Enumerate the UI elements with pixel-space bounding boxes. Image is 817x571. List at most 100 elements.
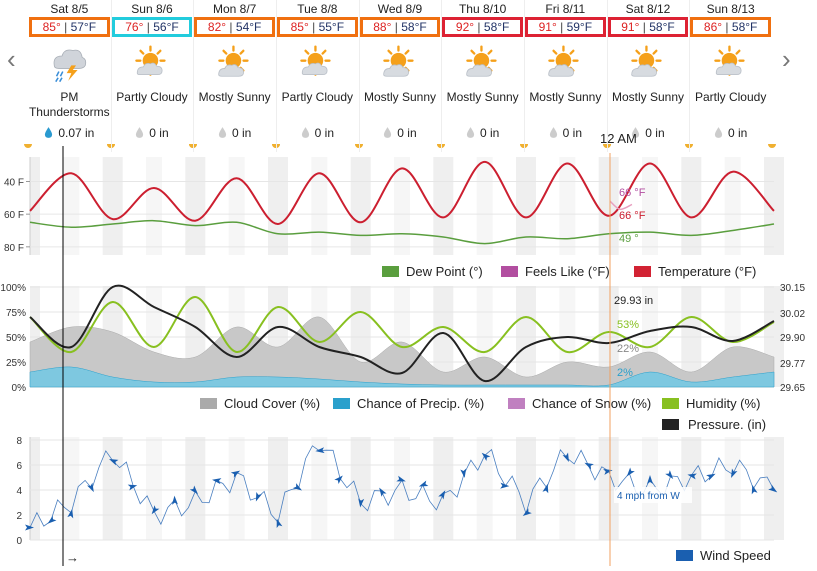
night-band — [433, 437, 454, 540]
night-band — [146, 157, 162, 255]
y-tick-label: 75% — [6, 308, 26, 319]
cursor-dew-point: 49 ° — [619, 233, 639, 245]
forecast-day-0[interactable]: Sat 8/5 85° | 57°F PM Thunderstorms 0.07 in — [24, 0, 115, 152]
partly-cloudy-icon — [713, 45, 745, 76]
rain-drop-icon — [466, 127, 475, 138]
legend-item[interactable]: Dew Point (°) — [382, 264, 483, 279]
forecast-day-5[interactable]: Thu 8/10 92° | 58°F Mostly Sunny 0 in — [437, 0, 528, 152]
wind-arrow-icon — [418, 480, 429, 487]
legend-label: Dew Point (°) — [406, 264, 483, 279]
y-tick-label: 80 F — [4, 243, 24, 254]
precip-amount: 0.07 in — [58, 126, 95, 140]
y2-tick-label: 29.77 — [780, 359, 805, 370]
night-band — [63, 437, 80, 540]
wind-arrow-icon — [396, 475, 406, 482]
wind-arrow-icon — [171, 495, 178, 505]
day-temps: 82° | 54°F — [194, 17, 275, 37]
day-low: 58°F — [401, 20, 427, 34]
day-condition: Partly Cloudy — [281, 90, 354, 104]
temp-separator: | — [642, 20, 646, 34]
night-band — [433, 286, 454, 387]
forecast-day-3[interactable]: Tue 8/8 85° | 55°F Partly Cloudy 0 in — [272, 0, 363, 152]
legend-item[interactable]: Chance of Snow (%) — [508, 396, 651, 411]
y-tick-label: 100% — [0, 283, 26, 294]
day-high: 82° — [207, 20, 227, 34]
day-high: 76° — [125, 20, 144, 34]
forecast-day-2[interactable]: Mon 8/7 82° | 54°F Mostly Sunny 0 in — [189, 0, 280, 152]
forecast-day-6[interactable]: Fri 8/11 91° | 59°F Mostly Sunny 0 in — [520, 0, 611, 152]
day-temps: 91° | 58°F — [607, 17, 689, 37]
legend-swatch — [501, 266, 518, 277]
forecast-day-8[interactable]: Sun 8/13 86° | 58°F Partly Cloudy 0 in — [685, 0, 776, 152]
wind-arrow-icon — [768, 484, 778, 493]
night-band — [102, 437, 123, 540]
temp-separator: | — [146, 20, 150, 34]
day-divider — [689, 0, 691, 152]
night-band — [102, 157, 123, 255]
y-tick-label: 4 — [16, 486, 22, 497]
forecast-day-1[interactable]: Sun 8/6 76° | 56°F Partly Cloudy 0 in — [106, 0, 198, 152]
forecast-day-4[interactable]: Wed 8/9 88° | 58°F Mostly Sunny 0 in — [354, 0, 446, 152]
day-temps: 91° | 59°F — [525, 17, 606, 37]
night-band — [30, 157, 40, 255]
wind-speed-line — [29, 445, 775, 528]
day-precip: 0 in — [689, 126, 772, 140]
next-days-arrow-icon[interactable]: › — [782, 44, 791, 74]
night-band — [559, 437, 576, 540]
night-band — [146, 286, 162, 387]
wind-arrow-icon — [255, 491, 262, 502]
wind-arrow-icon — [706, 473, 716, 481]
rain-drop-icon — [45, 127, 53, 138]
day-low: 54°F — [235, 20, 262, 34]
legend-item[interactable]: Feels Like (°F) — [501, 264, 610, 279]
wind-arrow-icon — [230, 470, 241, 478]
prev-days-arrow-icon[interactable]: ‹ — [7, 44, 16, 74]
day-divider — [358, 0, 360, 152]
y-tick-label: 40 F — [4, 178, 24, 189]
day-low: 59°F — [566, 20, 593, 34]
temp-separator: | — [312, 20, 316, 34]
rain-drop-icon — [301, 127, 309, 138]
temp-separator: | — [560, 20, 564, 34]
legend-label: Pressure. (in) — [688, 417, 766, 432]
dew-point-line — [29, 219, 775, 245]
sun-cycle-dots-icon — [272, 144, 363, 150]
day-temps: 92° | 58°F — [442, 17, 523, 37]
temp-separator: | — [229, 20, 233, 34]
day-temps: 85° | 55°F — [277, 17, 358, 37]
precip-chance-area — [29, 366, 775, 388]
legend-item[interactable]: Temperature (°F) — [634, 264, 756, 279]
legend-label: Wind Speed — [700, 548, 771, 563]
legend-item[interactable]: Pressure. (in) — [662, 417, 766, 432]
wind-arrow-icon — [379, 487, 387, 497]
night-band — [268, 286, 288, 387]
wind-arrow-icon — [109, 459, 119, 466]
night-band — [185, 437, 206, 540]
night-band — [102, 286, 123, 387]
temperature-line — [29, 160, 775, 226]
day-low: 58°F — [649, 20, 675, 34]
precip-amount: 0 in — [727, 126, 748, 140]
legend-item[interactable]: Chance of Precip. (%) — [333, 396, 484, 411]
temp-separator: | — [64, 20, 68, 34]
night-band — [394, 157, 410, 255]
forecast-day-7[interactable]: Sat 8/12 91° | 58°F Mostly Sunny 0 in — [602, 0, 694, 152]
legend-swatch — [382, 266, 399, 277]
wind-arrow-icon — [334, 475, 343, 484]
day-low: 55°F — [318, 20, 345, 34]
day-temps: 88° | 58°F — [359, 17, 441, 37]
day-temps: 76° | 56°F — [111, 17, 193, 37]
night-band — [642, 286, 658, 387]
legend-swatch — [333, 398, 350, 409]
night-band — [350, 286, 371, 387]
night-band — [228, 157, 245, 255]
legend-item[interactable]: Cloud Cover (%) — [200, 396, 320, 411]
day-date: Sat 8/5 — [50, 2, 89, 16]
legend-item[interactable]: Wind Speed — [676, 548, 771, 563]
wind-arrow-icon — [438, 490, 446, 500]
legend-item[interactable]: Humidity (%) — [662, 396, 760, 411]
day-low: 58°F — [731, 20, 758, 34]
legend-label: Chance of Snow (%) — [532, 396, 651, 411]
day-precip: 0 in — [193, 126, 276, 140]
day-date: Sun 8/13 — [706, 2, 755, 16]
